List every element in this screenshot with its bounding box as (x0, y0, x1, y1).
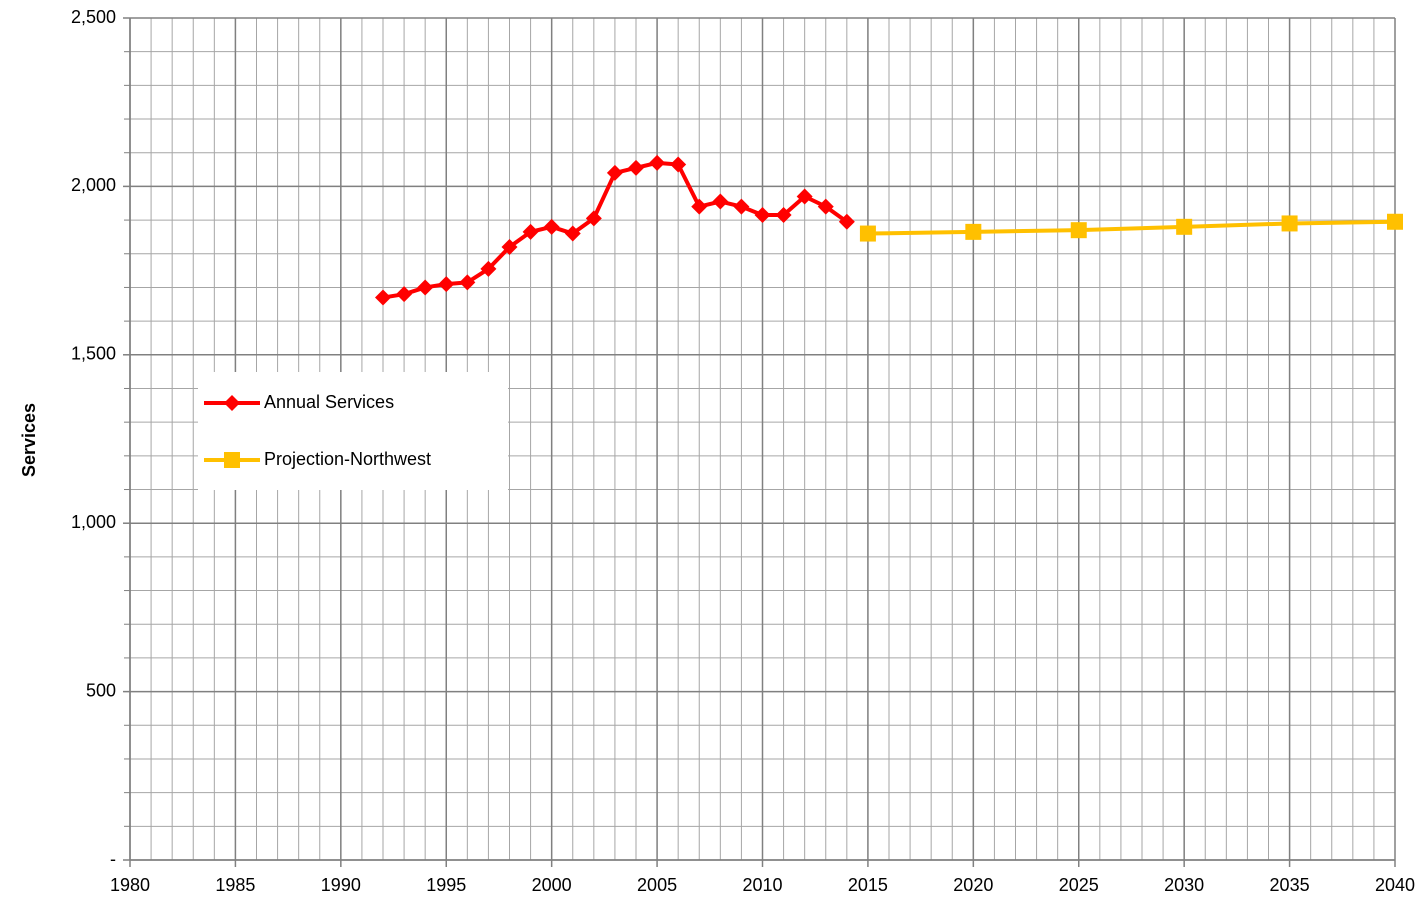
marker (1281, 215, 1298, 232)
marker (564, 225, 581, 242)
y-tick-label: 500 (86, 680, 116, 700)
x-tick-label: 2000 (532, 875, 572, 895)
marker (459, 274, 476, 291)
marker (438, 276, 455, 293)
marker (712, 193, 729, 210)
x-tick-label: 1980 (110, 875, 150, 895)
y-tick-label: - (110, 849, 116, 869)
x-tick-label: 2035 (1270, 875, 1310, 895)
legend-box (198, 372, 508, 490)
legend: Annual Services Projection-Northwest (198, 372, 508, 490)
marker (649, 154, 666, 171)
marker (375, 289, 391, 306)
marker (670, 156, 687, 173)
marker (522, 223, 539, 240)
marker (480, 260, 497, 277)
marker (224, 395, 240, 411)
x-tick-label: 2025 (1059, 875, 1099, 895)
legend-label: Annual Services (264, 392, 394, 412)
marker (817, 198, 834, 215)
x-tick-label: 2040 (1375, 875, 1415, 895)
marker (1176, 218, 1193, 235)
marker (224, 452, 240, 468)
marker (775, 207, 792, 224)
x-tick-label: 2030 (1164, 875, 1204, 895)
y-tick-label: 2,000 (71, 175, 116, 195)
marker (1387, 213, 1403, 230)
x-tick-label: 1985 (215, 875, 255, 895)
marker (733, 198, 750, 215)
marker (606, 164, 623, 181)
marker (838, 213, 855, 230)
x-tick-label: 1995 (426, 875, 466, 895)
legend-label: Projection-Northwest (264, 449, 431, 469)
series-line (867, 219, 1396, 236)
x-tick-label: 2005 (637, 875, 677, 895)
marker (1070, 222, 1087, 239)
marker (965, 223, 982, 240)
y-tick-label: 1,500 (71, 344, 116, 364)
y-tick-label: 1,000 (71, 512, 116, 532)
marker (396, 286, 413, 303)
marker (417, 279, 434, 296)
marker (754, 207, 771, 224)
marker (691, 198, 708, 215)
marker (543, 218, 560, 235)
marker (585, 210, 602, 227)
marker (859, 225, 876, 242)
x-tick-label: 1990 (321, 875, 361, 895)
y-axis-label: Services (19, 403, 39, 477)
marker (628, 159, 644, 176)
x-tick-label: 2010 (742, 875, 782, 895)
y-tick-label: 2,500 (71, 7, 116, 27)
x-tick-label: 2015 (848, 875, 888, 895)
x-tick-label: 2020 (953, 875, 993, 895)
marker (796, 188, 813, 205)
marker (501, 239, 518, 256)
